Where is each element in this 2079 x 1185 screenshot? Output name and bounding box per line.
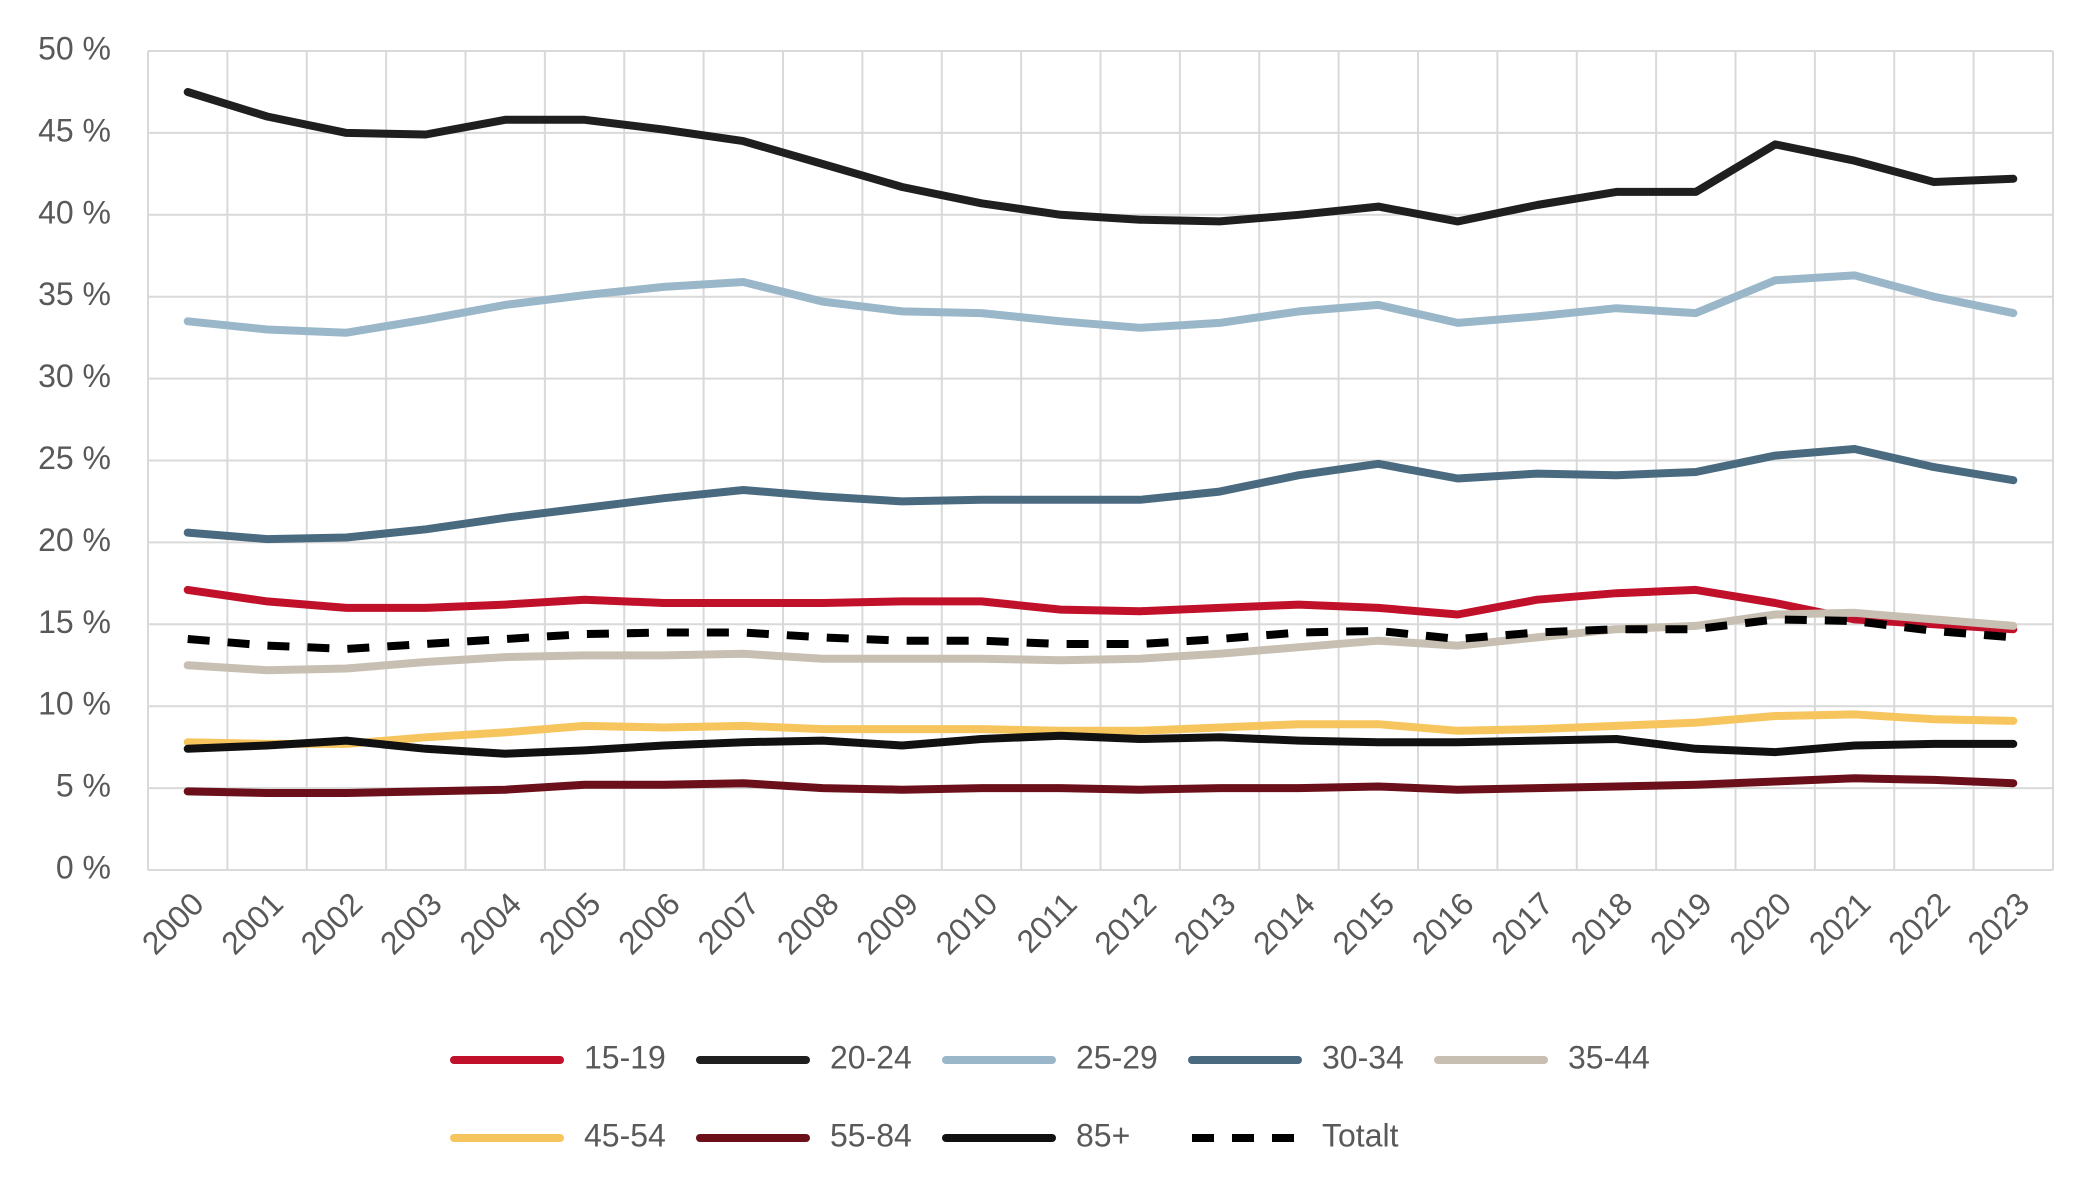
y-tick-label: 20 % — [38, 522, 111, 558]
x-tick-label: 2005 — [532, 885, 608, 961]
y-tick-label: 30 % — [38, 358, 111, 394]
x-tick-label: 2006 — [611, 885, 687, 961]
x-tick-label: 2008 — [770, 885, 846, 961]
x-tick-label: 2020 — [1722, 885, 1798, 961]
series-line — [183, 445, 2018, 544]
series-line — [183, 271, 2018, 337]
x-tick-label: 2004 — [452, 885, 528, 961]
x-tick-label: 2007 — [690, 885, 766, 961]
series-line — [183, 88, 2018, 226]
y-tick-label: 45 % — [38, 112, 111, 148]
legend-label: 30-34 — [1322, 1039, 1404, 1075]
series-line — [183, 774, 2018, 797]
y-tick-label: 40 % — [38, 194, 111, 230]
x-tick-label: 2017 — [1484, 885, 1560, 961]
x-tick-label: 2018 — [1564, 885, 1640, 961]
x-tick-label: 2010 — [929, 885, 1005, 961]
y-tick-label: 10 % — [38, 686, 111, 722]
x-tick-label: 2001 — [214, 885, 290, 961]
x-tick-label: 2019 — [1643, 885, 1719, 961]
y-tick-label: 50 % — [38, 30, 111, 66]
legend-label: 15-19 — [584, 1039, 666, 1075]
x-tick-label: 2015 — [1325, 885, 1401, 961]
x-tick-label: 2002 — [294, 885, 370, 961]
legend-label: 20-24 — [830, 1039, 912, 1075]
legend-label: 35-44 — [1568, 1039, 1650, 1075]
x-tick-label: 2003 — [373, 885, 449, 961]
series-line — [187, 615, 2014, 653]
series-line — [183, 731, 2018, 758]
x-tick-label: 2023 — [1960, 885, 2036, 961]
y-tick-label: 35 % — [38, 276, 111, 312]
y-tick-label: 25 % — [38, 440, 111, 476]
y-tick-label: 0 % — [56, 849, 111, 885]
x-tick-label: 2000 — [135, 885, 211, 961]
legend-label: Totalt — [1322, 1117, 1399, 1153]
legend-label: 45-54 — [584, 1117, 666, 1153]
x-tick-label: 2022 — [1881, 885, 1957, 961]
x-tick-label: 2013 — [1167, 885, 1243, 961]
x-tick-label: 2014 — [1246, 885, 1322, 961]
x-tick-label: 2009 — [849, 885, 925, 961]
y-tick-label: 15 % — [38, 604, 111, 640]
legend-label: 85+ — [1076, 1117, 1130, 1153]
x-tick-label: 2016 — [1405, 885, 1481, 961]
x-tick-label: 2021 — [1802, 885, 1878, 961]
y-tick-label: 5 % — [56, 768, 111, 804]
series-line — [183, 585, 2018, 634]
legend-label: 55-84 — [830, 1117, 912, 1153]
legend-label: 25-29 — [1076, 1039, 1158, 1075]
x-tick-label: 2011 — [1010, 885, 1084, 959]
x-tick-label: 2012 — [1087, 885, 1163, 961]
series-line — [183, 710, 2018, 748]
